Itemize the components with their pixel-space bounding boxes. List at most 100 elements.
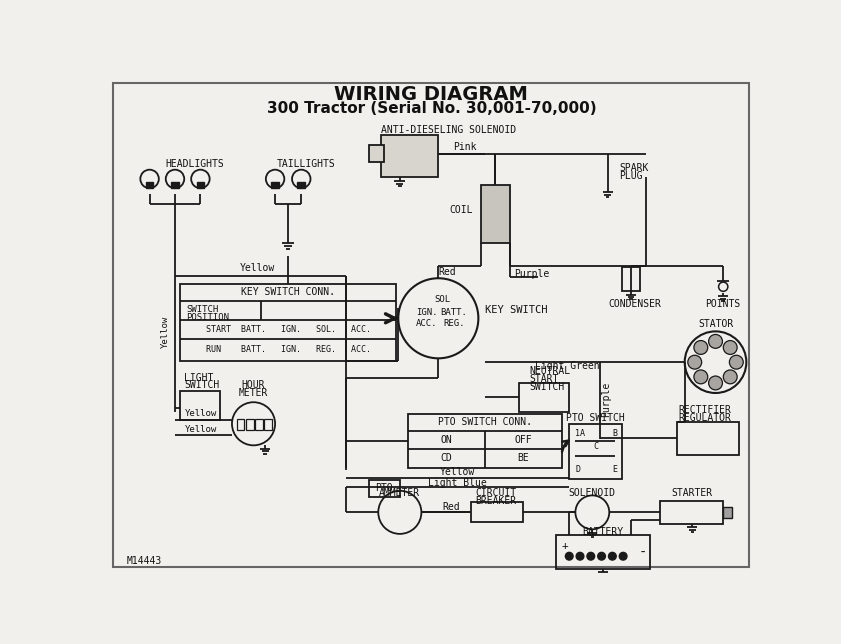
Text: Yellow: Yellow bbox=[440, 468, 475, 477]
Text: STATOR: STATOR bbox=[698, 319, 733, 328]
Bar bbox=[298, 182, 305, 188]
Text: COIL: COIL bbox=[449, 205, 473, 214]
Text: OFF: OFF bbox=[514, 435, 532, 445]
Circle shape bbox=[399, 278, 479, 358]
Text: START: START bbox=[529, 374, 558, 384]
Circle shape bbox=[688, 355, 701, 369]
Text: Yellow: Yellow bbox=[240, 263, 275, 273]
Circle shape bbox=[619, 553, 627, 560]
Circle shape bbox=[609, 553, 616, 560]
Circle shape bbox=[232, 402, 275, 446]
Text: Yellow: Yellow bbox=[185, 424, 217, 433]
Bar bbox=[369, 145, 384, 162]
Text: RUN    BATT.   IGN.   REG.   ACC.: RUN BATT. IGN. REG. ACC. bbox=[206, 345, 371, 354]
Bar bbox=[145, 182, 153, 188]
Text: ACC.: ACC. bbox=[416, 319, 437, 328]
Text: ANTI-DIESELING SOLENOID: ANTI-DIESELING SOLENOID bbox=[381, 125, 516, 135]
Text: SPARK: SPARK bbox=[619, 163, 648, 173]
Bar bbox=[660, 501, 723, 524]
Text: STARTER: STARTER bbox=[672, 488, 713, 498]
Circle shape bbox=[723, 341, 738, 354]
Bar bbox=[621, 267, 640, 291]
Text: SWITCH: SWITCH bbox=[529, 382, 564, 392]
Text: WIRING DIAGRAM: WIRING DIAGRAM bbox=[335, 85, 528, 104]
Text: SOLENOID: SOLENOID bbox=[569, 488, 616, 498]
Text: E: E bbox=[612, 466, 617, 475]
Text: TAILLIGHTS: TAILLIGHTS bbox=[277, 159, 336, 169]
Text: Red: Red bbox=[442, 502, 460, 512]
Bar bbox=[471, 502, 523, 522]
Text: IGN.: IGN. bbox=[416, 308, 437, 317]
Circle shape bbox=[694, 370, 708, 384]
Text: ON: ON bbox=[440, 435, 452, 445]
Text: 1A: 1A bbox=[575, 428, 585, 437]
Text: AMMETER: AMMETER bbox=[379, 488, 420, 498]
Bar bbox=[197, 182, 204, 188]
Bar bbox=[408, 414, 562, 468]
Text: RECTIFIER: RECTIFIER bbox=[679, 405, 731, 415]
Text: KEY SWITCH: KEY SWITCH bbox=[484, 305, 547, 315]
Text: PTO SWITCH: PTO SWITCH bbox=[566, 413, 625, 422]
Text: Light Green: Light Green bbox=[536, 361, 600, 371]
Bar bbox=[677, 422, 738, 455]
Circle shape bbox=[709, 376, 722, 390]
Text: PTO SWITCH CONN.: PTO SWITCH CONN. bbox=[437, 417, 532, 427]
Text: Purple: Purple bbox=[514, 269, 549, 279]
Bar bbox=[556, 535, 650, 569]
Text: NEUTRAL: NEUTRAL bbox=[529, 366, 570, 377]
Bar bbox=[381, 135, 438, 177]
Text: 300 Tractor (Serial No. 30,001-70,000): 300 Tractor (Serial No. 30,001-70,000) bbox=[267, 100, 596, 115]
Text: POINTS: POINTS bbox=[706, 299, 741, 309]
Text: Purple: Purple bbox=[601, 381, 611, 417]
Circle shape bbox=[598, 553, 606, 560]
Bar bbox=[255, 419, 262, 430]
Text: CIRCUIT: CIRCUIT bbox=[475, 488, 516, 498]
Bar bbox=[264, 419, 272, 430]
Text: B: B bbox=[612, 428, 617, 437]
Text: HOUR: HOUR bbox=[241, 380, 265, 390]
Text: PTO: PTO bbox=[376, 483, 394, 493]
Bar bbox=[723, 507, 733, 518]
Bar bbox=[272, 182, 279, 188]
Text: BREAKER: BREAKER bbox=[475, 496, 516, 506]
Bar bbox=[369, 480, 399, 497]
Text: Yellow: Yellow bbox=[185, 410, 217, 418]
Text: BE: BE bbox=[517, 453, 529, 464]
Bar bbox=[569, 424, 621, 479]
Text: REG.: REG. bbox=[443, 319, 464, 328]
Text: START  BATT.   IGN.   SOL.   ACC.: START BATT. IGN. SOL. ACC. bbox=[206, 325, 371, 334]
Bar bbox=[236, 419, 244, 430]
Text: LIGHT: LIGHT bbox=[184, 373, 214, 383]
Text: BATTERY: BATTERY bbox=[583, 527, 624, 536]
Text: SOL: SOL bbox=[434, 294, 450, 303]
Bar bbox=[246, 419, 253, 430]
Text: POSITION: POSITION bbox=[187, 313, 230, 322]
Text: SWITCH: SWITCH bbox=[184, 380, 220, 390]
Text: HEADLIGHTS: HEADLIGHTS bbox=[165, 159, 224, 169]
Circle shape bbox=[565, 553, 573, 560]
Text: Red: Red bbox=[438, 267, 456, 277]
Text: CONDENSER: CONDENSER bbox=[608, 299, 661, 309]
Circle shape bbox=[694, 341, 708, 354]
Text: PLUG: PLUG bbox=[619, 171, 643, 181]
Bar bbox=[481, 185, 510, 243]
Text: C: C bbox=[593, 442, 598, 451]
Circle shape bbox=[587, 553, 595, 560]
Text: Pink: Pink bbox=[453, 142, 477, 151]
Text: Yellow: Yellow bbox=[161, 316, 170, 348]
Text: D: D bbox=[575, 466, 580, 475]
Bar bbox=[519, 383, 569, 412]
Text: KEY SWITCH CONN.: KEY SWITCH CONN. bbox=[241, 287, 336, 297]
Text: Light Blue: Light Blue bbox=[428, 478, 487, 488]
Circle shape bbox=[709, 334, 722, 348]
Text: METER: METER bbox=[239, 388, 268, 398]
Text: -: - bbox=[638, 546, 647, 560]
Circle shape bbox=[729, 355, 743, 369]
Text: SWITCH: SWITCH bbox=[187, 305, 219, 314]
Bar bbox=[180, 391, 220, 420]
Text: BATT.: BATT. bbox=[441, 308, 467, 317]
Bar bbox=[180, 283, 396, 361]
Text: +: + bbox=[562, 541, 569, 551]
Bar bbox=[171, 182, 179, 188]
Text: REGULATOR: REGULATOR bbox=[679, 413, 731, 422]
